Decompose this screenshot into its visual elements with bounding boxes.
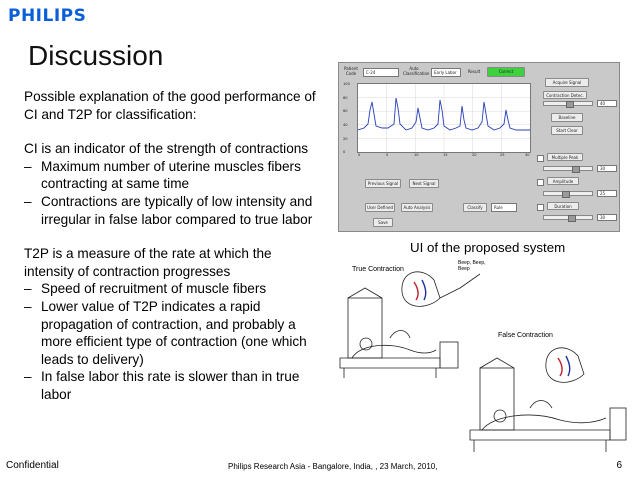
ui-screenshot-panel: Patient Code C-24 Auto Classification Ea… xyxy=(338,62,620,232)
next-signal-button[interactable]: Next Signal xyxy=(409,179,439,188)
x-tick: 0 xyxy=(358,153,361,157)
signal-plot xyxy=(357,83,531,153)
dash-marker: – xyxy=(24,193,32,209)
t2p-bullet-2: – Lower value of T2P indicates a rapid p… xyxy=(24,298,307,367)
ui-caption: UI of the proposed system xyxy=(410,240,566,255)
slider-knob[interactable] xyxy=(566,101,574,108)
dash-marker: – xyxy=(24,369,32,385)
dash-marker: – xyxy=(24,158,32,174)
multiple-peak-value[interactable]: 30 xyxy=(597,165,617,172)
patient-code-label: Patient Code xyxy=(344,66,358,76)
previous-signal-button[interactable]: Previous Signal xyxy=(365,179,401,188)
ci-bullet-2: – Contractions are typically of low inte… xyxy=(24,193,313,227)
beep-bubble-text: Beep, Beep, Beep xyxy=(458,260,486,272)
ci-bullet-1: – Maximum number of uterine muscles fibe… xyxy=(24,158,301,192)
start-clear-button[interactable]: Start Clear xyxy=(551,126,583,135)
slider-knob[interactable] xyxy=(568,215,576,222)
duration-value[interactable]: 30 xyxy=(597,214,617,221)
contraction-illustration: True Contraction False Contraction Beep,… xyxy=(330,258,630,458)
user-defined-button[interactable]: User Defined xyxy=(365,203,395,212)
dash-marker: – xyxy=(24,298,32,314)
slider-knob[interactable] xyxy=(572,166,580,173)
x-tick: 30 xyxy=(525,153,530,157)
x-tick: 5 xyxy=(386,153,389,157)
false-contraction-label: False Contraction xyxy=(498,332,553,339)
amplitude-slider[interactable] xyxy=(543,191,593,198)
amplitude-checkbox[interactable] xyxy=(537,179,544,186)
page-number: 6 xyxy=(616,460,622,471)
x-tick: 20 xyxy=(472,153,477,157)
save-button[interactable]: Save xyxy=(373,218,393,227)
contraction-detec-value[interactable]: 40 xyxy=(597,100,617,107)
duration-button[interactable]: Duration xyxy=(547,202,579,210)
y-tick: 100 xyxy=(343,82,350,86)
classify-button[interactable]: Classify xyxy=(463,203,487,212)
patient-code-field[interactable]: C-24 xyxy=(363,68,399,77)
philips-logo: PHILIPS xyxy=(8,6,87,26)
baseline-button[interactable]: Baseline xyxy=(551,113,583,122)
y-tick: 40 xyxy=(343,123,348,127)
classification-field: Early Labor xyxy=(431,68,461,77)
x-tick: 25 xyxy=(500,153,505,157)
true-contraction-label: True Contraction xyxy=(352,266,404,273)
footer-affiliation: Philips Research Asia - Bangalore, India… xyxy=(228,462,438,471)
y-tick: 20 xyxy=(343,137,348,141)
auto-analysis-button[interactable]: Auto Analysis xyxy=(401,203,433,212)
footer-confidential: Confidential xyxy=(6,460,59,471)
y-tick: 60 xyxy=(343,109,348,113)
y-tick: 0 xyxy=(343,150,346,154)
classify-select[interactable]: Rule xyxy=(491,203,517,212)
t2p-bullet-1: – Speed of recruitment of muscle fibers xyxy=(24,281,267,297)
correct-button[interactable]: Correct xyxy=(487,67,525,77)
multiple-peak-slider[interactable] xyxy=(543,166,593,173)
t2p-bullet-3: – In false labor this rate is slower tha… xyxy=(24,369,300,402)
labor-drawing xyxy=(339,271,627,452)
dash-marker: – xyxy=(24,281,32,297)
slide-title: Discussion xyxy=(28,40,164,71)
amplitude-button[interactable]: Amplitude xyxy=(547,177,579,185)
acquire-signal-button[interactable]: Acquire Signal xyxy=(545,78,589,87)
multiple-peak-checkbox[interactable] xyxy=(537,155,544,162)
t2p-heading: T2P is a measure of the rate at which th… xyxy=(24,246,272,279)
result-label: Result xyxy=(467,69,481,74)
duration-checkbox[interactable] xyxy=(537,204,544,211)
intro-text: Possible explanation of the good perform… xyxy=(24,89,316,122)
y-tick: 80 xyxy=(343,96,348,100)
contraction-detec-slider[interactable] xyxy=(543,101,593,108)
x-tick: 15 xyxy=(443,153,448,157)
slide-body: Possible explanation of the good perform… xyxy=(24,88,324,404)
auto-classification-label: Auto Classification xyxy=(403,66,430,76)
slider-knob[interactable] xyxy=(562,191,570,198)
ci-heading: CI is an indicator of the strength of co… xyxy=(24,141,309,157)
multiple-peak-button[interactable]: Multiple Peak xyxy=(547,153,583,161)
contraction-detec-button[interactable]: Contraction Detec. xyxy=(543,91,587,99)
signal-waveform xyxy=(357,84,530,152)
duration-slider[interactable] xyxy=(543,215,593,222)
amplitude-value[interactable]: 25 xyxy=(597,190,617,197)
x-tick: 10 xyxy=(414,153,419,157)
